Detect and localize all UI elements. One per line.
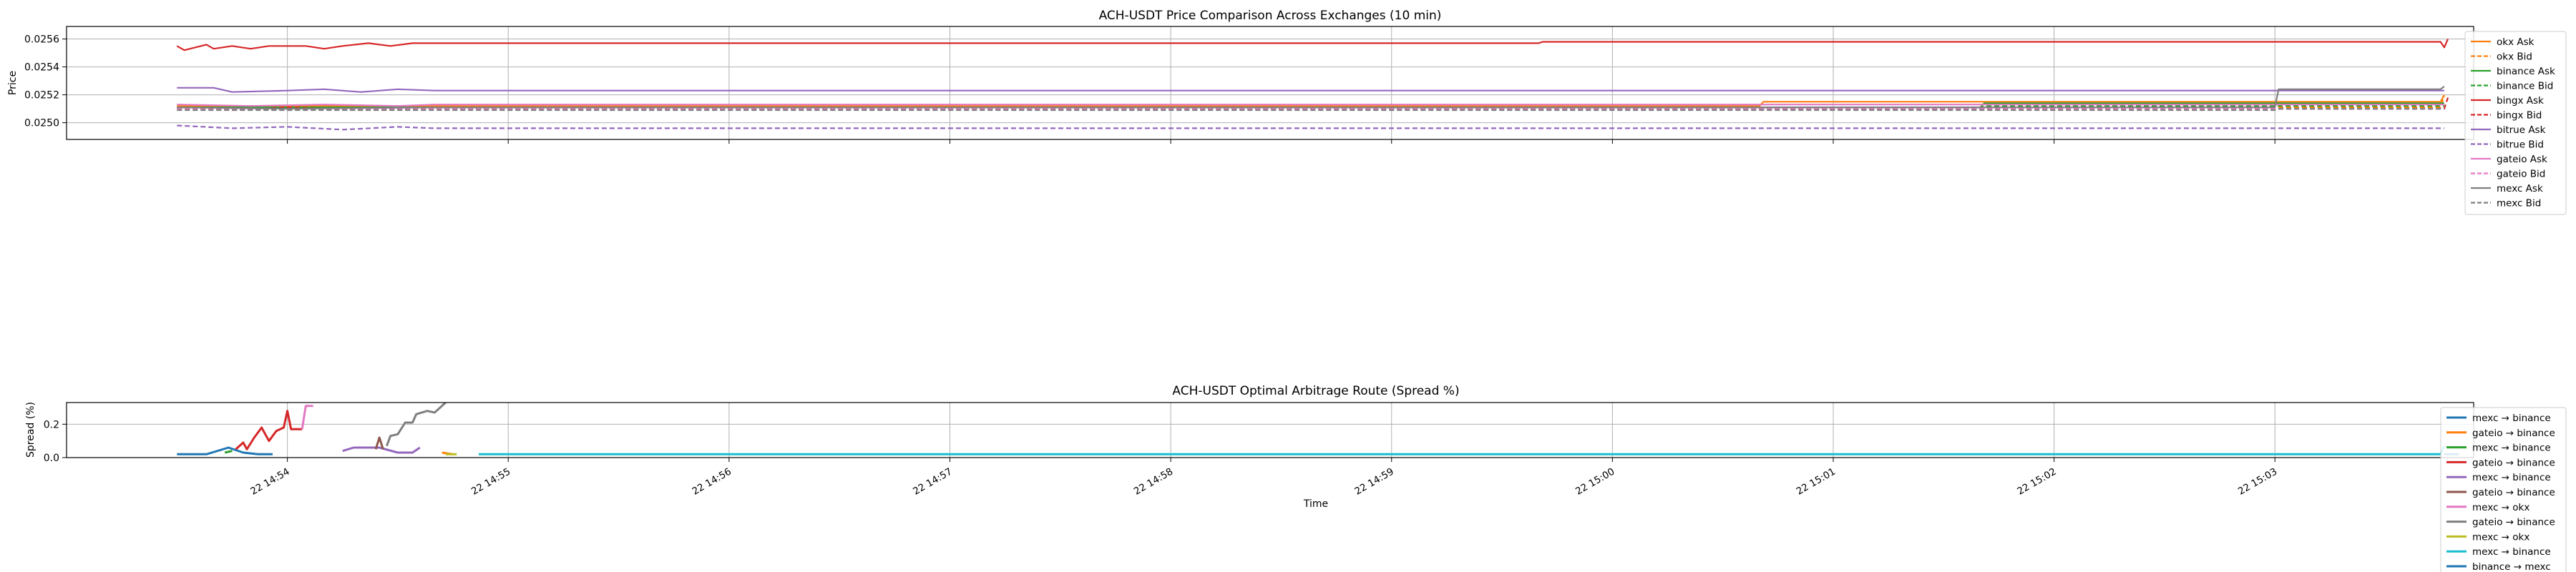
spread-x-tick-label: 22 14:57	[911, 466, 954, 498]
price-legend-label: mexc Ask	[2497, 183, 2543, 194]
price-chart-title: ACH-USDT Price Comparison Across Exchang…	[1099, 9, 1442, 23]
spread-series-line-mexc-to-binance	[177, 446, 273, 455]
price-y-tick-label: 0.0252	[24, 90, 59, 102]
price-legend-label: mexc Bid	[2497, 198, 2541, 209]
price-legend-label: gateio Ask	[2497, 154, 2547, 165]
price-legend-box	[2464, 31, 2567, 215]
price-legend-label: bitrue Bid	[2497, 139, 2544, 151]
price-legend-label: gateio Bid	[2497, 169, 2545, 180]
spread-x-tick-label: 22 15:02	[2015, 466, 2058, 498]
spread-y-tick-label: 0.2	[44, 419, 59, 430]
spread-series-line-gateio-to-binance	[235, 410, 303, 450]
spread-x-axis-label: Time	[1303, 498, 1328, 510]
spread-x-tick-label: 22 14:59	[1352, 466, 1395, 498]
spread-legend-label: mexc → binance	[2472, 472, 2551, 483]
spread-series-line-gateio-to-binance	[386, 403, 447, 447]
price-grid	[67, 26, 2474, 139]
spread-y-tick-label: 0.0	[44, 453, 59, 464]
price-legend-label: bitrue Ask	[2497, 124, 2546, 136]
price-series-line-bitrue-bid	[177, 124, 2444, 131]
price-y-tick-label: 0.0256	[24, 34, 59, 46]
spread-series-line-mexc-to-binance	[224, 450, 233, 454]
spread-series-line-gateio-to-binance	[374, 436, 384, 450]
spread-legend-label: gateio → binance	[2472, 517, 2555, 528]
price-series-line-mexc-ask	[177, 86, 2445, 110]
spread-legend-label: mexc → binance	[2472, 443, 2551, 454]
spread-series-line-mexc-to-binance	[342, 446, 421, 454]
spread-legend-label: binance → mexc	[2472, 561, 2551, 572]
spread-legend: mexc → binance gateio → binance mexc → bin…	[2440, 407, 2567, 572]
price-series-line-mexc-bid	[177, 108, 2444, 112]
spread-series-line-mexc-to-okx	[301, 405, 313, 430]
price-legend-label: okx Bid	[2497, 51, 2532, 63]
spread-x-tick-label: 22 15:00	[1574, 466, 1616, 498]
spread-legend-label: mexc → binance	[2472, 413, 2551, 424]
spread-legend-label: mexc → binance	[2472, 546, 2551, 558]
price-plot-area	[67, 26, 2474, 139]
spread-legend-label: mexc → okx	[2472, 502, 2529, 513]
spread-x-tick-label: 22 14:54	[248, 466, 291, 498]
spread-x-tick-label: 22 15:01	[1795, 466, 1838, 498]
price-chart: 0.0250 0.0252 0.0254 0.0256 ACH-USDT Price …	[7, 9, 2567, 215]
spread-x-tick-label: 22 15:03	[2236, 466, 2279, 498]
spread-y-axis-label: Spread (%)	[25, 402, 36, 458]
spread-legend-label: gateio → binance	[2472, 428, 2555, 439]
spread-plot-area	[67, 403, 2474, 458]
spread-x-tick-label: 22 14:58	[1132, 466, 1175, 498]
price-legend-label: bingx Bid	[2497, 110, 2542, 122]
price-series-line-bitrue-ask	[177, 87, 2444, 93]
price-series-line-okx-ask	[177, 94, 2445, 107]
spread-legend-box	[2440, 407, 2567, 572]
spread-legend-label: mexc → okx	[2472, 531, 2529, 543]
price-legend-label: bingx Ask	[2497, 95, 2544, 107]
price-legend: okx Ask okx Bid binance Ask binance Bid bing…	[2464, 31, 2567, 215]
spread-x-ticks: 22 14:54 22 14:55 22 14:56 22 14:57 22 14:58…	[248, 458, 2279, 498]
spread-x-tick-label: 22 14:55	[469, 466, 512, 498]
price-series-line-gateio-ask	[177, 104, 2444, 107]
spread-legend-label: gateio → binance	[2472, 457, 2555, 468]
spread-x-tick-label: 22 14:56	[691, 466, 733, 498]
price-y-ticks: 0.0250 0.0252 0.0254 0.0256	[24, 34, 67, 129]
price-legend-label: okx Ask	[2497, 36, 2534, 48]
spread-chart-title: ACH-USDT Optimal Arbitrage Route (Spread…	[1172, 384, 1459, 398]
price-series-lines	[176, 39, 2449, 131]
spread-y-ticks: 0.0 0.2	[44, 419, 67, 464]
price-legend-label: binance Bid	[2497, 81, 2553, 92]
price-series-line-bingx-ask	[176, 39, 2449, 51]
price-y-axis-label: Price	[7, 71, 19, 95]
price-x-ticks	[287, 139, 2275, 144]
spread-chart: 0.00.2 22 14:54 22 14:55 22 14:56 22 14:57 2…	[25, 384, 2567, 572]
spread-legend-label: gateio → binance	[2472, 487, 2555, 498]
price-legend-label: binance Ask	[2497, 66, 2555, 77]
price-y-tick-label: 0.0254	[24, 62, 59, 74]
price-y-tick-label: 0.0250	[24, 118, 59, 129]
